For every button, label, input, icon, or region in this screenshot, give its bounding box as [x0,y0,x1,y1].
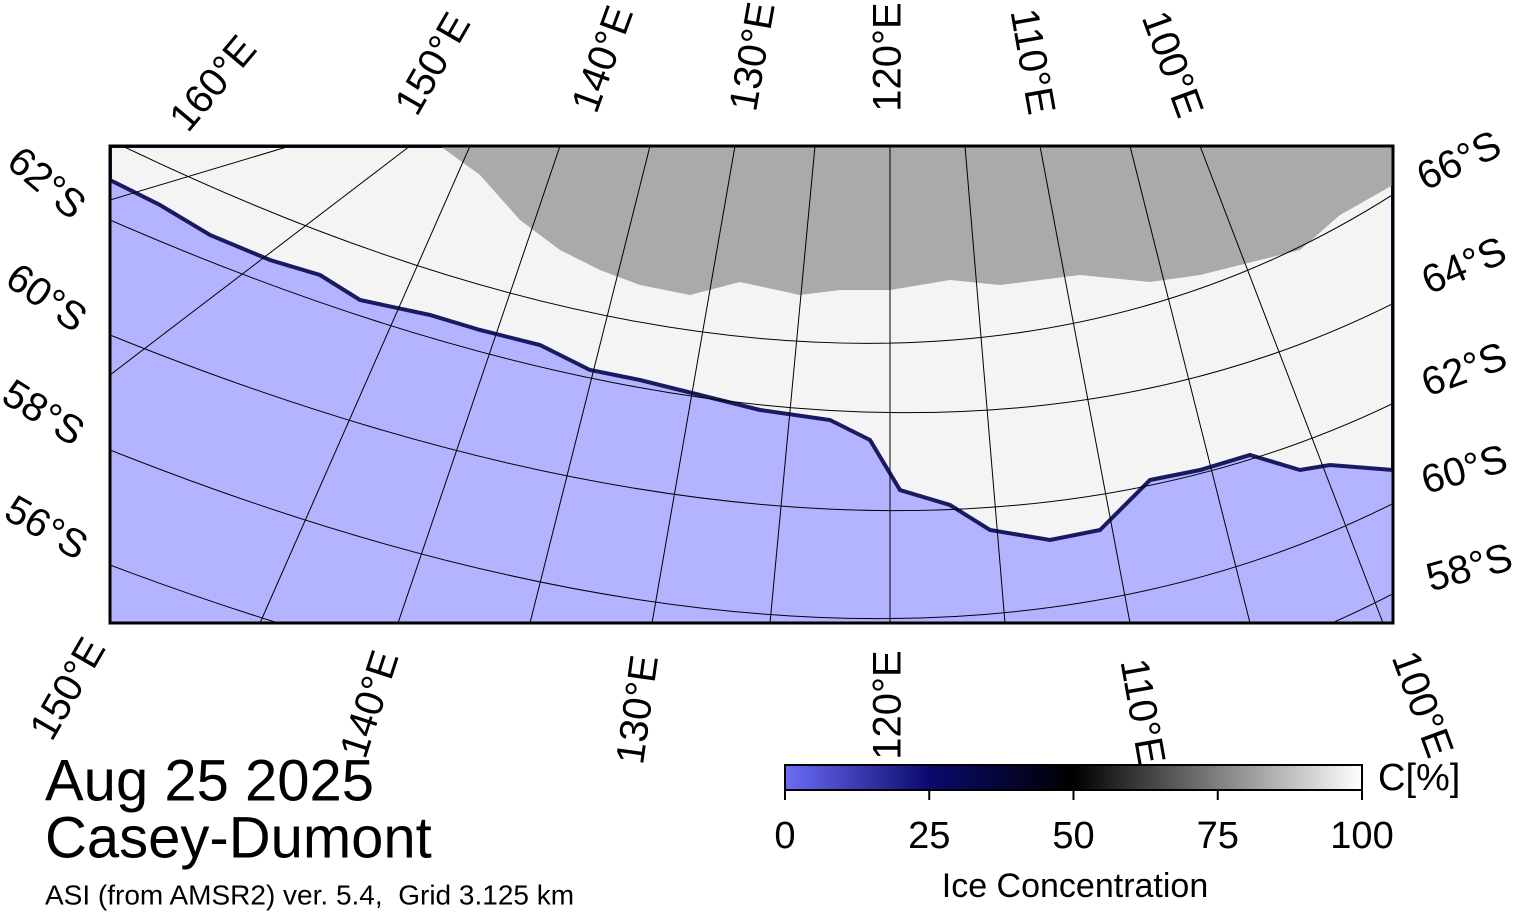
colorbar-tick-label: 25 [908,815,950,857]
graticule-label: 160°E [161,27,265,139]
map-area [110,146,1393,623]
colorbar-ticks: 0 25 50 75 100 [774,790,1394,857]
graticule-label: 140°E [332,645,408,763]
graticule-label: 120°E [866,650,910,759]
colorbar-tick-label: 75 [1197,815,1239,857]
graticule-label: 64°S [1415,228,1512,303]
land [440,146,1393,295]
graticule-label: 62°S [0,138,94,228]
graticule-label: 60°S [0,255,95,341]
map-frame [108,144,1395,625]
source: ASI (from AMSR2) ver. 5.4, Grid 3.125 km [45,879,574,910]
graticule-label: 100°E [1133,5,1212,123]
region: Casey-Dumont [45,805,432,870]
graticule-label: 56°S [0,487,95,569]
colorbar-label: Ice Concentration [942,867,1209,905]
graticule-label: 62°S [1416,334,1513,405]
colorbar-tick-label: 100 [1330,815,1393,857]
graticule-label: 58°S [0,371,92,455]
graticule-label: 150°E [21,630,114,747]
graticule-label: 140°E [563,0,642,118]
graticule-label: 130°E [721,0,783,114]
graticule-label: 110°E [1111,655,1173,767]
date: Aug 25 2025 [45,748,374,813]
colorbar-tick-label: 50 [1052,815,1094,857]
graticule-label: 58°S [1422,535,1513,600]
colorbar [784,764,1363,791]
graticule-label: 150°E [386,5,479,122]
graticule-label: 66°S [1410,122,1508,199]
colorbar-tick-label: 0 [774,815,795,857]
graticule-label: 120°E [866,2,910,111]
graticule-label: 130°E [608,652,667,766]
graticule-label: 100°E [1383,645,1462,763]
colorbar-unit: C[%] [1378,757,1460,799]
graticule-label: 60°S [1416,436,1512,502]
graticule [110,146,1393,623]
graticule-label: 110°E [1001,5,1063,117]
